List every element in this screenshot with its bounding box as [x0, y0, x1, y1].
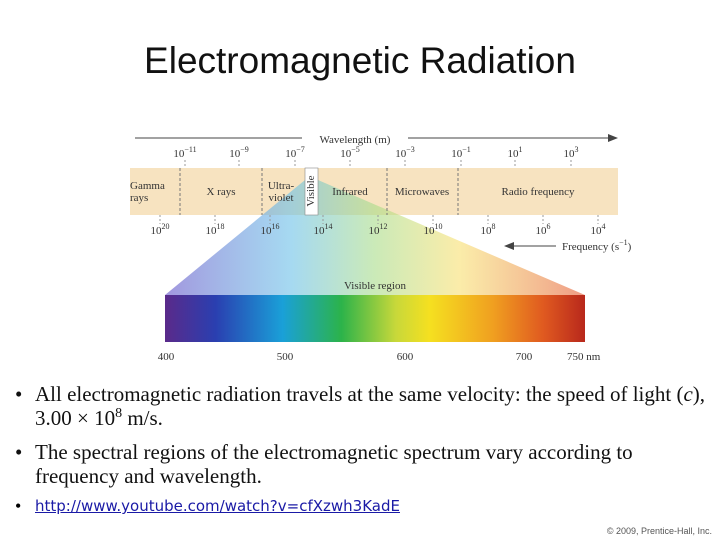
exp: 6: [547, 222, 551, 231]
region-label: Radio frequency: [502, 186, 575, 198]
text: Frequency (s: [562, 241, 619, 253]
label-bg: [302, 133, 408, 145]
exp: 18: [217, 222, 225, 231]
nm-tick-label: 400: [158, 351, 175, 363]
video-link[interactable]: http://www.youtube.com/watch?v=cfXzwh3Ka…: [35, 497, 400, 515]
text-run: The spectral regions of the electromagne…: [35, 440, 633, 488]
bullets: All electromagnetic radiation travels at…: [0, 382, 718, 498]
base: 10: [314, 225, 326, 237]
base: 10: [340, 148, 352, 160]
power-label: 1010: [424, 222, 443, 237]
base: 10: [206, 225, 218, 237]
text-run: 8: [115, 406, 123, 421]
exp: 14: [325, 222, 333, 231]
exp: 8: [492, 222, 496, 231]
base: 10: [395, 148, 407, 160]
exp: 3: [575, 145, 579, 154]
visible-slot: [304, 167, 319, 216]
exp: −9: [240, 145, 249, 154]
region-label: X rays: [206, 186, 235, 198]
power-label: 10−3: [395, 145, 415, 160]
visible-label: Visible region: [344, 280, 406, 292]
exp: 4: [602, 222, 606, 231]
bullet-item: The spectral regions of the electromagne…: [0, 440, 718, 488]
base: 10: [173, 148, 185, 160]
power-label: 104: [591, 222, 606, 237]
exp: 1: [519, 145, 523, 154]
base: 10: [151, 225, 163, 237]
base: 10: [564, 148, 576, 160]
power-label: 103: [564, 145, 579, 160]
base: 10: [481, 225, 493, 237]
text: ): [628, 241, 632, 253]
base: 10: [424, 225, 436, 237]
exp: −7: [296, 145, 305, 154]
spectrum-diagram: Wavelength (m) Frequency (s−1) Visible r…: [130, 133, 632, 363]
region-label: violet: [268, 192, 293, 204]
frequency-label: Frequency (s−1): [562, 238, 632, 253]
exp: 10: [435, 222, 443, 231]
arrowhead: [504, 242, 514, 250]
text-run: ), 3.00 × 10: [35, 382, 706, 430]
copyright: © 2009, Prentice-Hall, Inc.: [606, 526, 712, 536]
text-run: All electromagnetic radiation travels at…: [35, 382, 684, 406]
power-label: 1014: [314, 222, 333, 237]
exp: −3: [406, 145, 415, 154]
power-label: 106: [536, 222, 551, 237]
slide-title: Electromagnetic Radiation: [144, 40, 576, 81]
wavelength-label: Wavelength (m): [320, 134, 391, 146]
power-label: 1016: [261, 222, 280, 237]
power-label: 101: [508, 145, 523, 160]
region-label: rays: [130, 192, 148, 204]
visible-spectrum: [165, 295, 585, 342]
nm-tick-label: 500: [277, 351, 294, 363]
power-label: 10−7: [285, 145, 305, 160]
base: 10: [451, 148, 463, 160]
exp: −1: [462, 145, 471, 154]
power-label: 1018: [206, 222, 225, 237]
power-label: 10−11: [173, 145, 196, 160]
text-run: c: [683, 382, 693, 406]
exp: −1: [619, 238, 628, 247]
nm-tick-label: 600: [397, 351, 414, 363]
power-label: 10−9: [229, 145, 249, 160]
exp: −11: [184, 145, 196, 154]
exp: 20: [162, 222, 170, 231]
base: 10: [285, 148, 297, 160]
region-label: Gamma: [130, 180, 165, 192]
region-label: Visible: [305, 175, 317, 206]
region-label: Infrared: [332, 186, 368, 198]
exp: 12: [380, 222, 388, 231]
power-label: 1012: [369, 222, 388, 237]
text-run: m/s.: [122, 406, 163, 430]
arrowhead: [608, 134, 618, 142]
power-label: 10−5: [340, 145, 360, 160]
base: 10: [591, 225, 603, 237]
base: 10: [508, 148, 520, 160]
region-label: Ultra-: [268, 180, 295, 192]
power-label: 1020: [151, 222, 170, 237]
exp: 16: [272, 222, 280, 231]
visible-fan: [165, 180, 585, 295]
nm-tick-label: 750 nm: [567, 351, 601, 363]
base: 10: [536, 225, 548, 237]
region-label: Microwaves: [395, 186, 449, 198]
nm-tick-label: 700: [516, 351, 533, 363]
base: 10: [229, 148, 241, 160]
power-label: 108: [481, 222, 496, 237]
power-label: 10−1: [451, 145, 471, 160]
exp: −5: [351, 145, 360, 154]
base: 10: [369, 225, 381, 237]
bullet: •: [15, 496, 22, 516]
bullet-item: All electromagnetic radiation travels at…: [0, 382, 718, 430]
base: 10: [261, 225, 273, 237]
